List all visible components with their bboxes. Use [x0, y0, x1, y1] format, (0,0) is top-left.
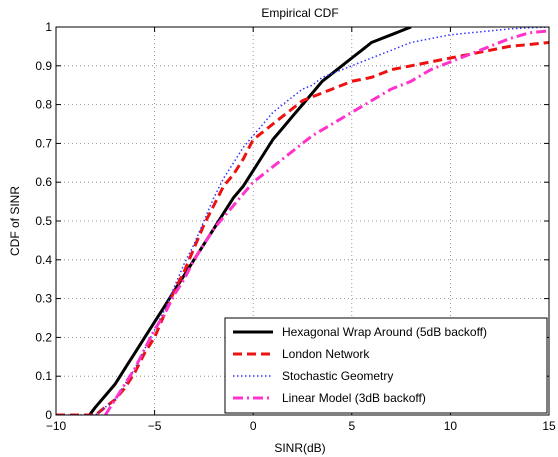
grid-lines	[56, 27, 549, 415]
legend-box	[224, 317, 548, 414]
series-line-3	[56, 27, 549, 415]
x-tick-label: −10	[46, 419, 67, 433]
x-tick-label: 0	[250, 419, 257, 433]
chart-title: Empirical CDF	[261, 6, 338, 20]
y-tick-label: 0.9	[35, 59, 52, 73]
x-tick-label: 5	[348, 419, 355, 433]
legend: Hexagonal Wrap Around (5dB backoff) Londo…	[224, 317, 548, 414]
y-tick-label: 0.2	[35, 330, 52, 344]
axis-ticks	[55, 26, 550, 416]
x-tick-label: 10	[444, 419, 458, 433]
y-axis-label: CDF of SINR	[8, 186, 22, 256]
y-tick-label: 0.6	[35, 175, 52, 189]
y-tick-label: 0.1	[35, 369, 52, 383]
y-tick-label: 0.7	[35, 136, 52, 150]
y-tick-label: 0	[45, 408, 52, 422]
x-axis-label: SINR(dB)	[274, 441, 325, 455]
series-line-1	[88, 27, 412, 415]
y-tick-label: 0.5	[35, 214, 52, 228]
legend-label: London Network	[282, 347, 370, 361]
y-tick-label: 0.4	[35, 253, 52, 267]
x-tick-label: 15	[542, 419, 556, 433]
series-line-4	[104, 29, 549, 415]
series-lines	[56, 27, 549, 415]
legend-label: Linear Model (3dB backoff)	[282, 391, 426, 405]
tick-labels: −10 −5 0 5 10 15 0 0.1 0.2 0.3 0.4 0.5 0.6 0.7 0.8 0.9 1	[35, 20, 556, 433]
y-tick-label: 0.8	[35, 98, 52, 112]
legend-label: Stochastic Geometry	[282, 369, 393, 383]
x-tick-label: −5	[148, 419, 162, 433]
legend-label: Hexagonal Wrap Around (5dB backoff)	[282, 325, 487, 339]
series-line-2	[56, 41, 549, 415]
y-tick-label: 1	[45, 20, 52, 34]
y-tick-label: 0.3	[35, 292, 52, 306]
